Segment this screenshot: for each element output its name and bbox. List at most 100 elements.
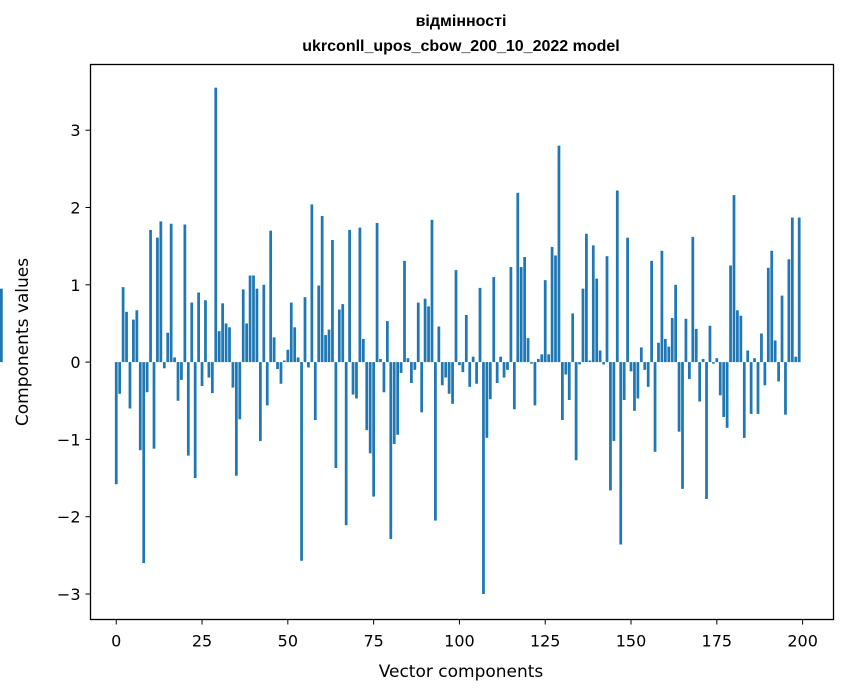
- bar-83: [399, 362, 403, 373]
- bar-123: [536, 359, 540, 363]
- bar-16: [169, 223, 173, 363]
- bar-142: [602, 362, 605, 365]
- bar-9: [145, 362, 149, 393]
- bar-177: [722, 362, 726, 417]
- bar-15: [166, 332, 170, 363]
- bar-130: [561, 362, 564, 421]
- bar-81: [392, 362, 396, 445]
- bar-45: [269, 230, 273, 363]
- bar-176: [718, 362, 722, 396]
- x-tick-label: 0: [111, 632, 121, 651]
- bar-85: [406, 358, 410, 363]
- bar-180: [732, 195, 736, 363]
- bar-70: [355, 362, 358, 399]
- bar-113: [502, 362, 506, 378]
- bar-18: [176, 362, 180, 401]
- bar-86: [410, 362, 413, 383]
- bar-88: [416, 302, 420, 363]
- y-tick-label: 2: [70, 199, 80, 218]
- y-tick-label: −2: [57, 508, 81, 527]
- bar-104: [471, 356, 475, 363]
- bar-110: [492, 277, 496, 363]
- bar-144: [609, 362, 612, 491]
- bar-112: [499, 356, 502, 363]
- bar-159: [660, 250, 664, 363]
- bar-41: [255, 288, 259, 363]
- bar-99: [454, 270, 458, 363]
- bar-196: [787, 259, 791, 363]
- bar-163: [674, 284, 678, 363]
- bar-43: [262, 284, 266, 363]
- bar-121: [530, 362, 533, 364]
- bar-92: [430, 219, 434, 363]
- bar-61: [324, 335, 327, 363]
- bar-199: [797, 217, 801, 363]
- bar-5: [132, 319, 135, 363]
- bar-173: [708, 325, 712, 363]
- x-tick-label: 200: [787, 632, 818, 651]
- bar-106: [478, 287, 482, 363]
- bar-146: [615, 190, 619, 363]
- bar-147: [619, 362, 623, 545]
- bar-161: [667, 346, 671, 363]
- bar-164: [677, 362, 681, 432]
- bar-38: [245, 323, 249, 363]
- bar-11: [152, 362, 156, 449]
- bar-117: [516, 192, 520, 363]
- bar-55: [303, 297, 307, 363]
- bar-124: [540, 354, 544, 363]
- bar-186: [753, 358, 756, 363]
- bar-17: [173, 357, 176, 363]
- bar-57: [310, 204, 314, 363]
- bar-143: [605, 256, 609, 363]
- bar-58: [313, 362, 317, 421]
- chart-title: відмінності: [416, 13, 507, 30]
- bar-64: [334, 362, 338, 468]
- bar-21: [186, 362, 190, 456]
- bar-2: [121, 287, 125, 363]
- bar-75: [372, 362, 376, 497]
- bar-139: [591, 245, 595, 363]
- bar-4: [128, 362, 132, 409]
- bar-118: [519, 267, 523, 363]
- bar-37: [241, 289, 245, 363]
- bar-167: [687, 362, 691, 380]
- x-tick-label: 75: [363, 632, 383, 651]
- bar-111: [495, 362, 499, 383]
- bar-135: [578, 362, 581, 365]
- bar-42: [259, 362, 262, 441]
- bar-154: [643, 362, 647, 370]
- y-axis-label: Components values: [13, 258, 33, 426]
- bar-40: [252, 275, 255, 363]
- bar-134: [574, 362, 578, 461]
- bar-14: [162, 362, 166, 369]
- bar-59: [317, 285, 321, 363]
- bar-49: [283, 360, 286, 363]
- bar-82: [396, 362, 400, 435]
- bar-72: [361, 338, 365, 363]
- bar-76: [375, 222, 379, 363]
- x-tick-label: 100: [444, 632, 475, 651]
- bar-22: [190, 302, 194, 363]
- bar-174: [712, 362, 715, 364]
- bar-145: [612, 362, 616, 441]
- bar-28: [210, 362, 214, 394]
- bar-31: [221, 303, 224, 363]
- bar-107: [482, 362, 485, 594]
- bar-158: [657, 342, 660, 363]
- bar-27: [207, 362, 211, 378]
- bar-34: [231, 362, 235, 388]
- bar-190: [766, 267, 770, 363]
- bar-30: [217, 331, 221, 363]
- bar-10: [149, 229, 152, 363]
- bar-187: [756, 362, 760, 414]
- bar-77: [379, 359, 382, 363]
- bar-192: [773, 340, 777, 363]
- bar-91: [427, 306, 430, 363]
- x-tick-label: 150: [616, 632, 647, 651]
- bar-87: [413, 362, 417, 370]
- bar-109: [488, 362, 492, 400]
- bar-79: [385, 321, 389, 363]
- bar-136: [581, 288, 585, 363]
